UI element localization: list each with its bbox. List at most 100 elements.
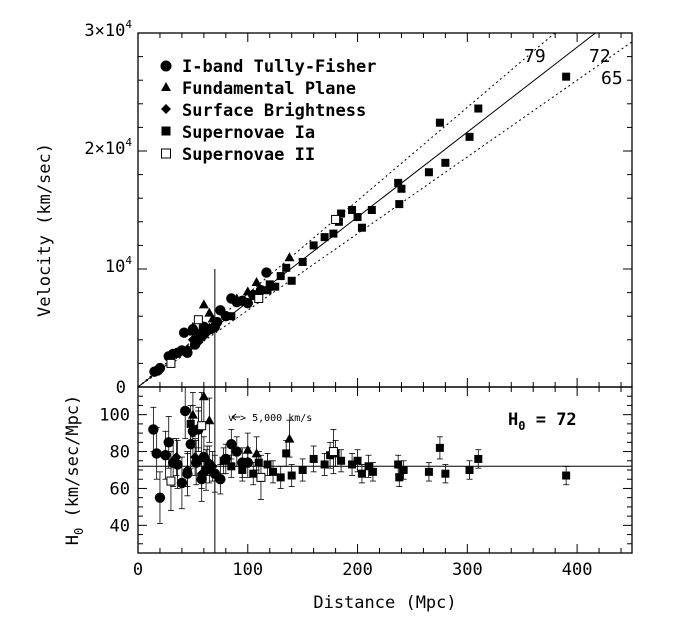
h0-point-square: [219, 456, 228, 465]
h0-point-circle: [160, 450, 171, 461]
h0-point-square: [353, 456, 362, 465]
distance-tick-label: 100: [232, 560, 263, 580]
legend-marker-open-square: [161, 148, 171, 159]
distance-tick-labels: 0 100 200 300 400: [133, 560, 593, 580]
h0-point-square: [474, 454, 483, 463]
h0-tick-label: 100: [99, 406, 130, 426]
line-label-65: 65: [601, 68, 623, 89]
h0-data-points: [148, 387, 571, 524]
hubble-line-79: [138, 33, 556, 387]
h0-point-square: [394, 460, 403, 469]
h0-point-circle: [231, 446, 242, 457]
h0-point-square: [337, 456, 346, 465]
h0-tick-labels: 40 60 80 100: [99, 406, 130, 537]
velocity-point-diamond: [193, 337, 204, 348]
h0-point-open-square: [166, 476, 176, 486]
legend-marker-triangle: [161, 82, 171, 91]
velocity-point-square: [367, 206, 376, 214]
velocity-tick-label: 2×104: [84, 136, 132, 159]
h0-equals-value: = 72: [525, 410, 576, 430]
distance-tick-label: 300: [452, 560, 483, 580]
velocity-point-square: [395, 200, 404, 209]
line-label-79: 79: [524, 46, 546, 67]
h0-tick-label: 60: [110, 479, 130, 499]
velocity-point-square: [348, 206, 357, 214]
h0-point-square: [249, 469, 258, 478]
h0-value-label: H0 = 72: [508, 410, 577, 433]
h0-symbol: H: [508, 410, 518, 430]
annotation-arrow-icon: [231, 413, 240, 421]
h0-point-circle: [215, 474, 226, 485]
velocity-point-triangle: [231, 293, 242, 303]
tick-exponent: 4: [125, 18, 132, 31]
velocity-data-points: [149, 72, 571, 377]
h0-point-circle: [148, 424, 159, 435]
velocity-point-square: [353, 213, 362, 222]
h0-tick-label: 40: [110, 516, 130, 536]
legend-label-fundamental-plane: Fundamental Plane: [182, 79, 356, 99]
h0-point-square: [320, 460, 329, 469]
velocity-point-square: [397, 184, 406, 193]
h0-point-square: [309, 454, 318, 463]
h0-point-square: [435, 443, 444, 452]
h0-axis-units: (km/sec/Mpc): [63, 395, 83, 528]
velocity-point-square: [465, 132, 474, 141]
velocity-tick-label: 104: [105, 254, 132, 277]
velocity-point-square: [357, 223, 366, 232]
h0-point-triangle: [251, 448, 262, 458]
velocity-point-open-square: [166, 358, 176, 368]
h0-point-square: [238, 466, 247, 474]
h0-point-square: [282, 449, 291, 458]
h0-point-triangle: [242, 444, 253, 454]
distance-tick-label: 400: [562, 560, 593, 580]
velocity-point-circle: [178, 327, 190, 338]
hubble-line-65: [138, 41, 632, 387]
velocity-point-square: [276, 272, 285, 281]
h0-point-circle: [180, 405, 191, 417]
velocity-point-open-square: [254, 294, 264, 303]
h0-point-circle: [176, 477, 188, 489]
h0-point-circle: [163, 437, 174, 448]
h0-point-diamond: [196, 468, 207, 479]
h0-axis-title: H0 (km/sec/Mpc): [63, 395, 86, 546]
velocity-point-square: [287, 276, 296, 285]
velocity-point-diamond: [198, 331, 209, 342]
velocity-tick-zero: 0: [116, 378, 126, 398]
velocity-point-circle: [261, 267, 272, 278]
legend: I-band Tully-Fisher Fundamental Plane Su…: [160, 57, 376, 165]
h0-tick-label: 80: [110, 443, 130, 463]
h0-point-circle: [151, 448, 162, 459]
h0-point-circle: [172, 459, 183, 470]
h0-point-square: [287, 471, 296, 480]
legend-label-tully-fisher: I-band Tully-Fisher: [182, 57, 376, 77]
velocity-point-square: [441, 158, 450, 167]
velocity-point-square: [271, 282, 280, 291]
h0-point-square: [254, 458, 263, 467]
velocity-point-square: [298, 257, 307, 266]
legend-marker-circle: [160, 60, 172, 72]
tick-mantissa: 3×10: [84, 21, 125, 41]
velocity-point-circle: [154, 362, 166, 374]
h0-point-square: [348, 460, 357, 469]
h0-point-circle: [226, 438, 237, 450]
h0-point-square: [562, 471, 571, 480]
velocity-point-square: [320, 233, 329, 242]
h0-point-square: [269, 467, 278, 476]
velocity-point-square: [188, 327, 197, 336]
h0-point-diamond: [202, 455, 213, 466]
h0-point-square: [441, 469, 450, 478]
h0-point-open-square: [197, 421, 207, 431]
h0-point-square: [395, 473, 404, 482]
tick-exponent: 4: [125, 254, 132, 267]
velocity-axis-title: Velocity (km/sec): [35, 143, 55, 317]
velocity-cutoff-annotation: v > 5,000 km/s: [228, 413, 312, 424]
velocity-point-triangle: [284, 252, 295, 262]
tick-exponent: 4: [125, 136, 132, 149]
velocity-point-diamond: [209, 319, 220, 330]
h0-subscript: 0: [518, 419, 525, 433]
velocity-point-square: [562, 72, 571, 81]
h0-point-square: [364, 462, 373, 471]
velocity-point-square: [394, 178, 403, 187]
